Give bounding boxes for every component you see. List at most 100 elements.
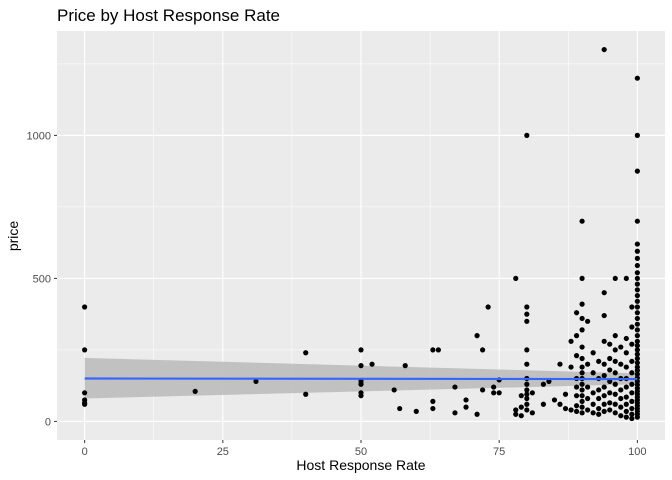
data-point [623,401,629,407]
data-point [585,407,591,413]
data-point [607,367,613,373]
data-point [585,384,591,390]
data-point [82,401,88,407]
data-point [634,132,640,138]
data-point [629,398,635,404]
data-point [573,333,580,339]
data-point [601,393,607,399]
data-point [303,391,309,397]
data-point [557,361,563,367]
data-point [397,405,403,412]
data-point [634,360,640,366]
data-point [612,401,618,407]
data-point [590,401,596,407]
data-point [612,410,618,416]
data-point [358,393,364,399]
data-point [634,347,640,353]
data-point [474,333,480,339]
data-point [579,387,585,393]
data-point [601,408,607,414]
data-point [596,358,602,364]
data-point [634,241,640,247]
data-point [430,398,436,404]
data-point [629,341,635,347]
data-point [596,405,602,412]
data-point [518,393,524,399]
data-point [568,364,574,370]
data-point [524,401,530,407]
data-point [618,344,624,350]
data-point [601,312,607,319]
data-point [452,410,458,416]
data-point [601,401,607,407]
data-point [253,378,259,384]
data-point [607,390,613,396]
data-point [590,410,596,416]
data-point [612,391,618,397]
data-point [607,341,613,347]
data-point [562,391,569,397]
data-point [82,390,88,396]
data-point [618,387,624,393]
data-point [524,304,530,310]
data-point [529,410,535,416]
data-point [607,400,613,406]
data-point [634,333,640,339]
data-point [391,387,397,393]
x-tick-label: 75 [493,446,505,458]
x-tick-label: 25 [217,446,229,458]
data-point [618,395,624,402]
data-point [513,407,519,413]
data-point [585,318,591,324]
data-point [596,395,602,402]
data-point [607,407,613,413]
data-point [634,315,640,322]
data-point [634,262,640,269]
data-point [524,347,530,353]
data-point [601,338,607,344]
data-point [634,287,640,293]
data-point [629,390,635,396]
data-point [485,304,491,310]
data-point [524,361,530,367]
y-tick-label: 500 [33,273,51,285]
data-point [634,343,640,349]
data-point [524,407,530,413]
data-point [524,387,530,393]
data-point [634,281,640,287]
data-point [612,347,618,353]
data-point [623,364,629,370]
data-point [579,301,585,307]
data-point [82,304,88,310]
data-point [480,347,486,353]
data-point [524,311,530,317]
data-point [579,404,585,410]
data-point [518,404,524,410]
x-tick-label: 100 [628,446,646,458]
data-point [634,310,640,316]
data-point [579,393,585,399]
data-point [601,46,607,53]
trend-line-group [84,377,638,381]
data-point [623,275,629,282]
data-point [524,318,530,324]
data-point [491,384,497,390]
data-point [474,411,480,417]
data-point [82,347,88,353]
data-point [601,361,607,367]
data-point [634,168,640,174]
data-point [623,350,629,356]
data-point [634,351,640,357]
data-point [480,387,486,393]
y-tick-label: 1000 [27,130,51,142]
data-point [579,218,585,224]
data-point [634,75,640,81]
data-point [513,275,519,282]
data-point [623,394,629,400]
data-point [634,321,640,327]
data-point [634,371,640,377]
data-point [629,358,635,364]
data-point [623,414,629,420]
